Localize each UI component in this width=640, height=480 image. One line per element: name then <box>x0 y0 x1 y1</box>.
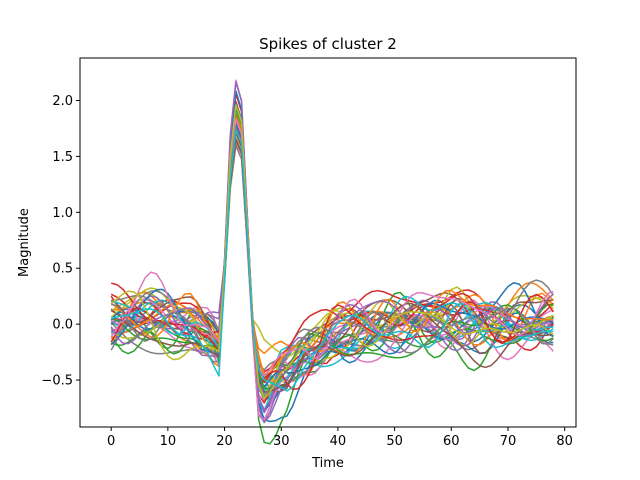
series-line <box>110 115 554 378</box>
series-line <box>110 91 554 411</box>
series-line <box>110 129 554 393</box>
y-tick-label: 0.0 <box>52 318 73 333</box>
series-line <box>110 139 554 421</box>
x-tick-label: 70 <box>500 434 517 449</box>
plot-frame <box>79 57 577 428</box>
y-tick-label: 1.5 <box>52 150 73 165</box>
series-line <box>110 113 554 423</box>
x-tick-label: 40 <box>330 434 347 449</box>
series-line <box>110 90 554 411</box>
series-layer <box>110 79 555 445</box>
series-line <box>110 119 554 423</box>
series-line <box>110 93 554 373</box>
series-line <box>111 142 554 401</box>
series-line <box>110 137 554 445</box>
chart-title: Spikes of cluster 2 <box>259 35 397 53</box>
x-tick-label: 30 <box>273 434 290 449</box>
x-tick-label: 20 <box>216 434 233 449</box>
series-line <box>110 100 555 404</box>
series-line <box>111 138 554 393</box>
y-tick-label: 2.0 <box>52 94 73 109</box>
y-axis: −0.5 0.0 0.5 1.0 1.5 2.0 <box>41 94 80 389</box>
y-tick-label: 0.5 <box>52 262 73 277</box>
series-line <box>110 130 554 392</box>
x-tick-label: 50 <box>386 434 403 449</box>
x-tick-label: 60 <box>443 434 460 449</box>
y-axis-label: Magnitude <box>17 208 32 277</box>
series-line <box>110 138 554 395</box>
series-line <box>111 126 554 395</box>
x-tick-label: 0 <box>107 434 115 449</box>
series-line <box>110 81 554 412</box>
x-tick-label: 80 <box>556 434 573 449</box>
x-axis: 0 10 20 30 40 50 60 70 80 <box>107 427 573 449</box>
x-axis-label: Time <box>311 456 344 471</box>
series-line <box>110 128 554 424</box>
series-line <box>110 108 554 390</box>
y-tick-label: −0.5 <box>41 374 73 389</box>
y-tick-label: 1.0 <box>52 206 73 221</box>
x-tick-label: 10 <box>160 434 177 449</box>
